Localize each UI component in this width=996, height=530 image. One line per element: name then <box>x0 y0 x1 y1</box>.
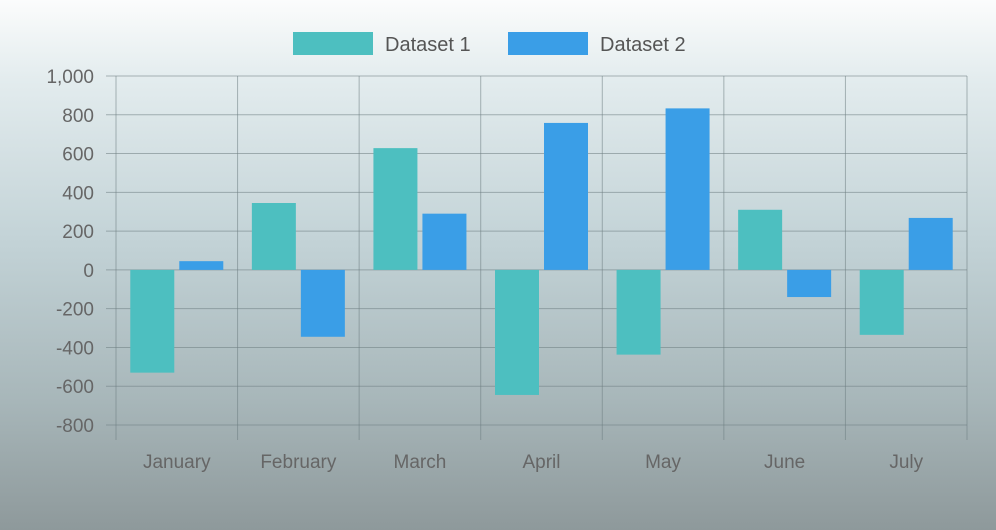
bar-1-july <box>859 269 904 335</box>
x-tick-label: June <box>764 452 805 473</box>
y-tick-label: 0 <box>83 261 94 282</box>
x-tick-label: July <box>889 452 923 473</box>
y-axis: 1,000 800 600 400 200 0 -200 -400 -600 -800 <box>46 67 94 437</box>
y-tick-label: -600 <box>56 377 94 398</box>
bar-1-january <box>130 269 175 373</box>
bar-2-april <box>544 122 588 270</box>
y-tick-label: -200 <box>56 300 94 321</box>
legend-swatch <box>293 32 373 55</box>
bar-2-may <box>665 108 710 270</box>
x-tick-label: February <box>260 452 337 473</box>
bar-2-july <box>908 217 953 270</box>
y-tick-label: -800 <box>56 416 94 437</box>
y-tick-label: 600 <box>62 145 94 166</box>
bar-1-june <box>738 209 783 270</box>
x-tick-label: March <box>394 452 447 473</box>
y-tick-label: 800 <box>62 106 94 127</box>
y-tick-label: 200 <box>62 222 94 243</box>
bar-1-may <box>616 269 661 355</box>
x-axis: January February March April May June July <box>143 452 924 473</box>
bar-1-february <box>251 202 296 270</box>
bars <box>130 108 953 395</box>
x-tick-label: May <box>645 452 681 473</box>
bar-1-march <box>373 148 418 270</box>
legend-swatch <box>508 32 588 55</box>
legend-label: Dataset 2 <box>600 34 686 56</box>
y-tick-label: 400 <box>62 183 94 204</box>
bar-2-february <box>300 269 345 337</box>
bar-2-january <box>179 261 224 270</box>
bar-1-april <box>495 269 539 395</box>
x-tick-label: April <box>522 452 560 473</box>
bar-2-june <box>787 269 832 298</box>
y-tick-label: 1,000 <box>46 67 94 88</box>
legend: Dataset 1 Dataset 2 <box>293 32 686 56</box>
y-tick-label: -400 <box>56 338 94 359</box>
bar-2-march <box>422 213 467 270</box>
x-tick-label: January <box>143 452 211 473</box>
legend-label: Dataset 1 <box>385 34 471 56</box>
